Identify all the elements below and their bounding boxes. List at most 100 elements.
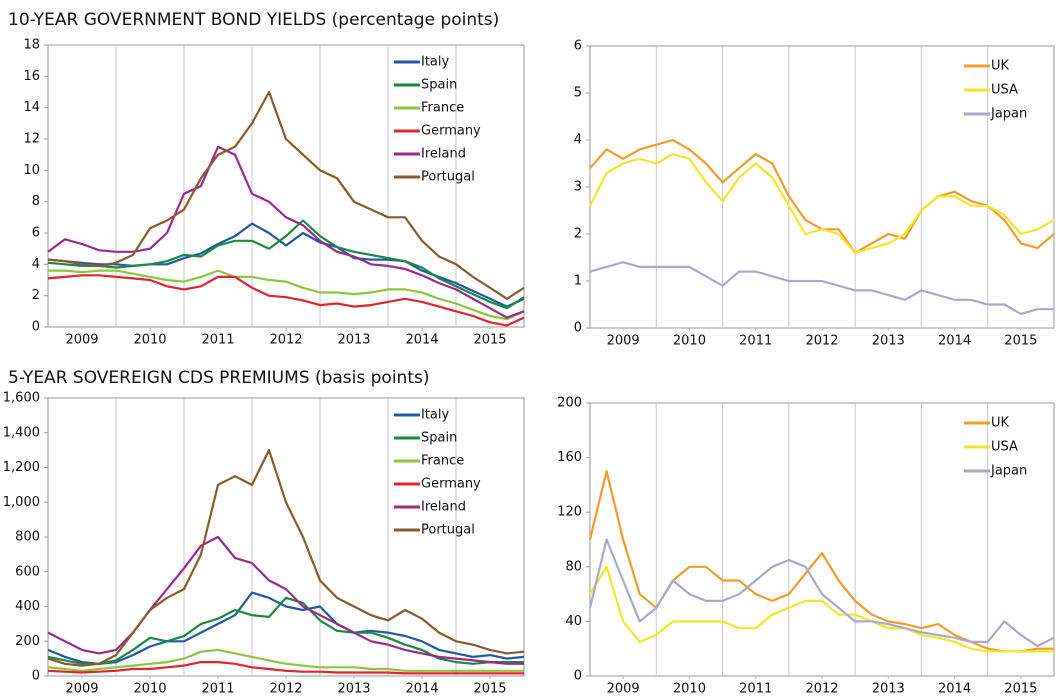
legend-label: Japan bbox=[990, 464, 1027, 479]
series-line bbox=[589, 261, 1054, 315]
y-tick-label: 800 bbox=[15, 530, 40, 545]
series-line bbox=[47, 648, 524, 672]
y-tick-label: 200 bbox=[557, 396, 582, 411]
y-tick-label: 0 bbox=[574, 321, 582, 336]
y-tick-label: 4 bbox=[574, 133, 582, 148]
legend-label: Japan bbox=[990, 107, 1027, 122]
x-tick-label: 2013 bbox=[337, 333, 370, 348]
x-tick-label: 2010 bbox=[673, 334, 706, 349]
legend-label: France bbox=[421, 454, 464, 469]
x-tick-label: 2011 bbox=[739, 682, 772, 697]
plot-frame bbox=[589, 45, 1055, 329]
series-line bbox=[47, 145, 525, 319]
plot-frame bbox=[589, 402, 1055, 677]
legend-label: Portugal bbox=[421, 523, 475, 538]
y-tick-label: 1,400 bbox=[3, 425, 40, 440]
series-line bbox=[47, 219, 525, 310]
x-tick-label: 2015 bbox=[473, 682, 506, 697]
y-tick-label: 10 bbox=[23, 163, 40, 178]
y-tick-label: 0 bbox=[32, 320, 40, 335]
series-line bbox=[48, 269, 525, 321]
y-tick-label: 3 bbox=[574, 180, 582, 195]
series-line bbox=[589, 153, 1055, 254]
y-tick-label: 16 bbox=[23, 69, 40, 84]
legend-label: Ireland bbox=[421, 500, 466, 515]
x-tick-label: 2015 bbox=[1004, 682, 1037, 697]
x-tick-label: 2012 bbox=[269, 682, 302, 697]
x-tick-label: 2014 bbox=[405, 333, 438, 348]
y-tick-label: 200 bbox=[15, 634, 40, 649]
legend-label: USA bbox=[991, 440, 1018, 455]
series-line bbox=[47, 535, 524, 665]
chart-title: 10-YEAR GOVERNMENT BOND YIELDS (percenta… bbox=[8, 10, 499, 30]
y-tick-label: 4 bbox=[32, 257, 40, 272]
y-tick-label: 2 bbox=[32, 288, 40, 303]
x-tick-label: 2013 bbox=[337, 682, 370, 697]
x-tick-label: 2013 bbox=[872, 334, 905, 349]
x-tick-label: 2012 bbox=[269, 333, 302, 348]
y-tick-label: 1,200 bbox=[3, 460, 40, 475]
y-tick-label: 14 bbox=[23, 100, 40, 115]
x-tick-label: 2014 bbox=[405, 682, 438, 697]
chart-title: 5-YEAR SOVEREIGN CDS PREMIUMS (basis poi… bbox=[8, 368, 429, 388]
y-tick-label: 2 bbox=[574, 227, 582, 242]
x-tick-label: 2011 bbox=[201, 333, 234, 348]
series-line bbox=[47, 274, 525, 327]
series-line bbox=[47, 596, 524, 665]
legend-label: UK bbox=[991, 59, 1010, 74]
legend-label: Ireland bbox=[421, 147, 466, 162]
y-tick-label: 120 bbox=[557, 505, 582, 520]
y-tick-label: 600 bbox=[15, 564, 40, 579]
legend-label: Spain bbox=[421, 78, 457, 93]
y-tick-label: 1 bbox=[574, 274, 582, 289]
x-tick-label: 2009 bbox=[607, 682, 640, 697]
y-tick-label: 6 bbox=[574, 39, 582, 54]
y-tick-label: 80 bbox=[565, 559, 582, 574]
x-tick-label: 2014 bbox=[938, 334, 971, 349]
y-tick-label: 160 bbox=[557, 450, 582, 465]
series-line bbox=[589, 565, 1054, 653]
x-tick-label: 2013 bbox=[872, 682, 905, 697]
y-tick-label: 0 bbox=[574, 669, 582, 684]
x-tick-label: 2011 bbox=[201, 682, 234, 697]
x-tick-label: 2014 bbox=[938, 682, 971, 697]
legend-label: Italy bbox=[421, 55, 450, 70]
y-tick-label: 18 bbox=[23, 38, 40, 53]
x-tick-label: 2010 bbox=[133, 682, 166, 697]
series-line bbox=[588, 470, 1054, 653]
x-tick-label: 2009 bbox=[65, 333, 98, 348]
legend-label: USA bbox=[991, 83, 1018, 98]
legend-label: UK bbox=[991, 416, 1010, 431]
legend-label: Spain bbox=[421, 431, 457, 446]
series-line bbox=[589, 138, 1055, 254]
x-tick-label: 2015 bbox=[473, 333, 506, 348]
x-tick-label: 2012 bbox=[805, 334, 838, 349]
series-line bbox=[47, 90, 525, 300]
x-tick-label: 2012 bbox=[805, 682, 838, 697]
legend-label: Germany bbox=[421, 124, 481, 139]
x-tick-label: 2009 bbox=[607, 334, 640, 349]
series-line bbox=[47, 661, 524, 675]
series-line bbox=[588, 538, 1055, 648]
x-tick-label: 2010 bbox=[673, 682, 706, 697]
series-line bbox=[47, 591, 525, 665]
y-tick-label: 12 bbox=[23, 132, 40, 147]
y-tick-label: 1,600 bbox=[3, 391, 40, 406]
x-tick-label: 2011 bbox=[739, 334, 772, 349]
legend-label: Germany bbox=[421, 477, 481, 492]
legend-label: Italy bbox=[421, 408, 450, 423]
y-tick-label: 6 bbox=[32, 226, 40, 241]
y-tick-label: 5 bbox=[574, 86, 582, 101]
y-tick-label: 40 bbox=[565, 614, 582, 629]
y-tick-label: 0 bbox=[32, 669, 40, 684]
y-tick-label: 400 bbox=[15, 599, 40, 614]
x-tick-label: 2009 bbox=[65, 682, 98, 697]
legend-label: France bbox=[421, 101, 464, 116]
y-tick-label: 8 bbox=[32, 194, 40, 209]
series-line bbox=[47, 449, 525, 667]
legend-label: Portugal bbox=[421, 170, 475, 185]
y-tick-label: 1,000 bbox=[3, 495, 40, 510]
x-tick-label: 2015 bbox=[1004, 334, 1037, 349]
x-tick-label: 2010 bbox=[133, 333, 166, 348]
